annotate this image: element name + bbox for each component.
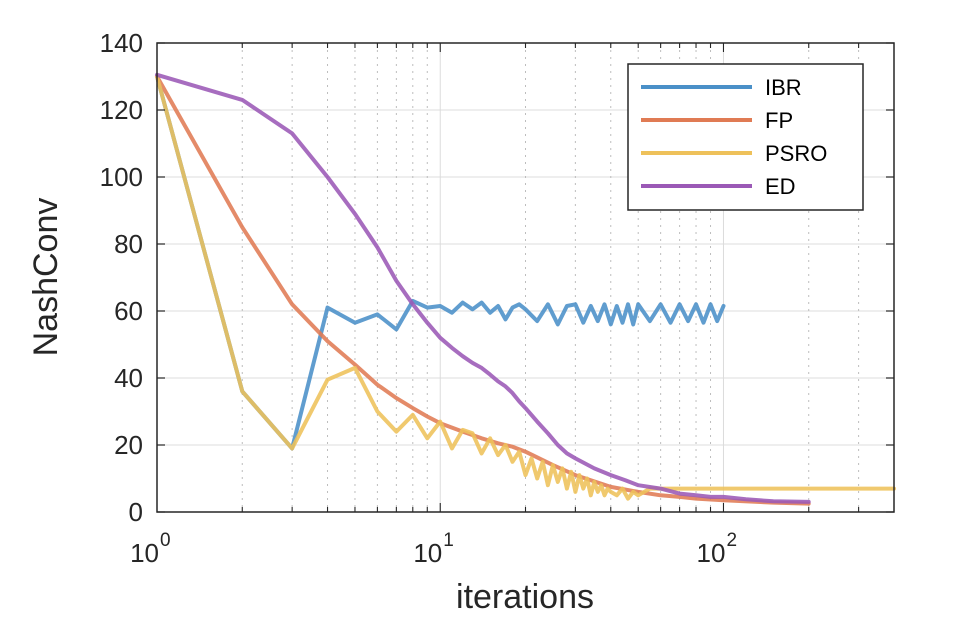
y-axis-label: NashConv: [27, 198, 65, 357]
x-tick-label: 10 2: [697, 530, 738, 568]
y-tick-label: 100: [100, 162, 143, 192]
y-tick-label: 40: [114, 363, 143, 393]
y-tick-label: 60: [114, 296, 143, 326]
x-tick-label: 10 1: [413, 530, 454, 568]
series-line-psro: [155, 74, 896, 501]
x-tick-label: 10 0: [130, 530, 171, 568]
y-tick-label: 80: [114, 229, 143, 259]
x-tick-labels: 10 0 10 1 10 2: [130, 530, 737, 568]
legend: IBR FP PSRO ED: [627, 63, 864, 211]
x-tick-base: 10: [130, 538, 159, 568]
axis-ticks: [157, 42, 894, 513]
y-tick-label: 120: [100, 95, 143, 125]
x-tick-base: 10: [697, 538, 726, 568]
series-line-ed: [155, 72, 811, 504]
legend-label-psro: PSRO: [765, 141, 827, 166]
x-tick-exponent: 0: [160, 530, 171, 551]
y-tick-labels: 0 20 40 60 80 100 120 140: [100, 28, 143, 527]
series-line-ibr: [155, 74, 726, 451]
y-tick-label: 20: [114, 430, 143, 460]
x-tick-exponent: 1: [443, 530, 454, 551]
legend-label-ibr: IBR: [765, 75, 802, 100]
series-line-fp: [155, 74, 811, 506]
legend-label-ed: ED: [765, 174, 796, 199]
x-tick-exponent: 2: [726, 530, 737, 551]
legend-label-fp: FP: [765, 108, 793, 133]
x-axis-label: iterations: [456, 578, 594, 616]
series-lines: [155, 72, 896, 506]
y-tick-label: 140: [100, 28, 143, 58]
y-tick-label: 0: [129, 497, 143, 527]
x-tick-base: 10: [413, 538, 442, 568]
